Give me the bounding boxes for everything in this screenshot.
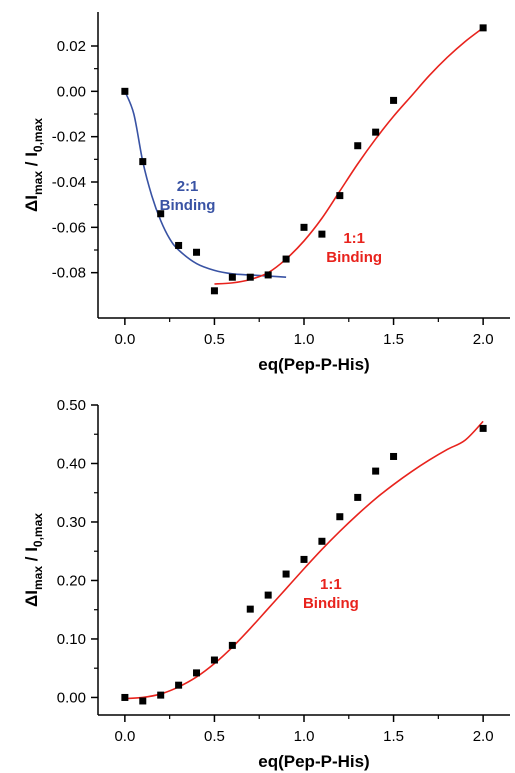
data-point [264, 591, 272, 599]
x-axis-title: eq(Pep-P-His) [258, 752, 369, 771]
chart-panel-1: 0.0 0.5 1.0 1.5 2.0 -0.08 -0.06 -0.04 -0.02 0.00 0… [22, 12, 510, 374]
data-point [318, 230, 326, 238]
annotation-2-line: Binding [326, 249, 382, 266]
data-point [139, 697, 147, 705]
annotation-1-line: Binding [303, 595, 359, 612]
data-point [228, 273, 236, 281]
y-tick-label: -0.08 [52, 265, 86, 282]
data-point [479, 24, 487, 32]
data-point [246, 273, 254, 281]
data-point [157, 691, 165, 699]
data-point [157, 210, 165, 218]
data-point [210, 287, 218, 295]
y-title-sep: / I [22, 152, 41, 171]
y-tick-label: 0.10 [57, 631, 86, 648]
data-point [372, 128, 380, 136]
fit-curve-1 [124, 91, 287, 278]
data-point [372, 467, 380, 475]
y-title-main: ΔI [22, 590, 41, 607]
y-tick-label: 0.00 [57, 689, 86, 706]
x-tick-label: 1.5 [383, 728, 404, 745]
y-title-sub2: 0,max [31, 513, 45, 547]
y-tick-label: 0.00 [57, 83, 86, 100]
y-tick-label: -0.04 [52, 174, 86, 191]
y-tick-label: 0.40 [57, 455, 86, 472]
y-tick-label: -0.02 [52, 129, 86, 146]
x-axis-title: eq(Pep-P-His) [258, 355, 369, 374]
x-tick-label: 0.0 [114, 331, 135, 348]
x-tick-label: 0.0 [114, 728, 135, 745]
annotation-1-line: Binding [160, 197, 216, 214]
data-point [264, 271, 272, 279]
y-title-sub1: max [31, 171, 45, 195]
x-tick-label: 1.5 [383, 331, 404, 348]
y-axis-title: ΔImax / I0,max [22, 513, 45, 607]
x-tick-label: 0.5 [204, 728, 225, 745]
data-point [390, 452, 398, 460]
y-title-sub1: max [31, 566, 45, 590]
data-point [354, 493, 362, 501]
y-tick-label: 0.50 [57, 397, 86, 414]
data-point [193, 669, 201, 677]
y-tick-label: 0.02 [57, 38, 86, 55]
data-point [121, 693, 129, 701]
y-title-main: ΔI [22, 195, 41, 212]
data-point [282, 570, 290, 578]
fit-curve-2 [214, 27, 484, 285]
data-point [282, 255, 290, 263]
x-tick-label: 1.0 [294, 728, 315, 745]
data-point [139, 158, 147, 166]
data-point [390, 96, 398, 104]
y-title-sub2: 0,max [31, 118, 45, 152]
data-point [193, 248, 201, 256]
y-tick-label: -0.06 [52, 219, 86, 236]
data-point [246, 605, 254, 613]
data-point [336, 513, 344, 521]
x-tick-label: 1.0 [294, 331, 315, 348]
data-point [336, 192, 344, 200]
data-point [175, 241, 183, 249]
y-axis-title: ΔImax / I0,max [22, 118, 45, 212]
data-point [300, 555, 308, 563]
annotation-1-line: 2:1 [177, 178, 199, 195]
y-tick-label: 0.20 [57, 572, 86, 589]
data-point [300, 223, 308, 231]
x-tick-label: 2.0 [473, 728, 494, 745]
data-point [354, 142, 362, 150]
data-point [228, 641, 236, 649]
data-point [479, 424, 487, 432]
data-point [318, 537, 326, 545]
data-point [175, 681, 183, 689]
annotation-2-line: 1:1 [343, 230, 365, 247]
y-title-sep: / I [22, 547, 41, 566]
chart-panel-2: 0.0 0.5 1.0 1.5 2.0 0.00 0.10 0.20 0.30 0.40 0.50 e… [22, 397, 510, 771]
data-point [210, 656, 218, 664]
annotation-1-line: 1:1 [320, 576, 342, 593]
fit-curve-1 [124, 420, 484, 700]
x-tick-label: 0.5 [204, 331, 225, 348]
y-tick-label: 0.30 [57, 514, 86, 531]
data-point [121, 87, 129, 95]
x-tick-label: 2.0 [473, 331, 494, 348]
